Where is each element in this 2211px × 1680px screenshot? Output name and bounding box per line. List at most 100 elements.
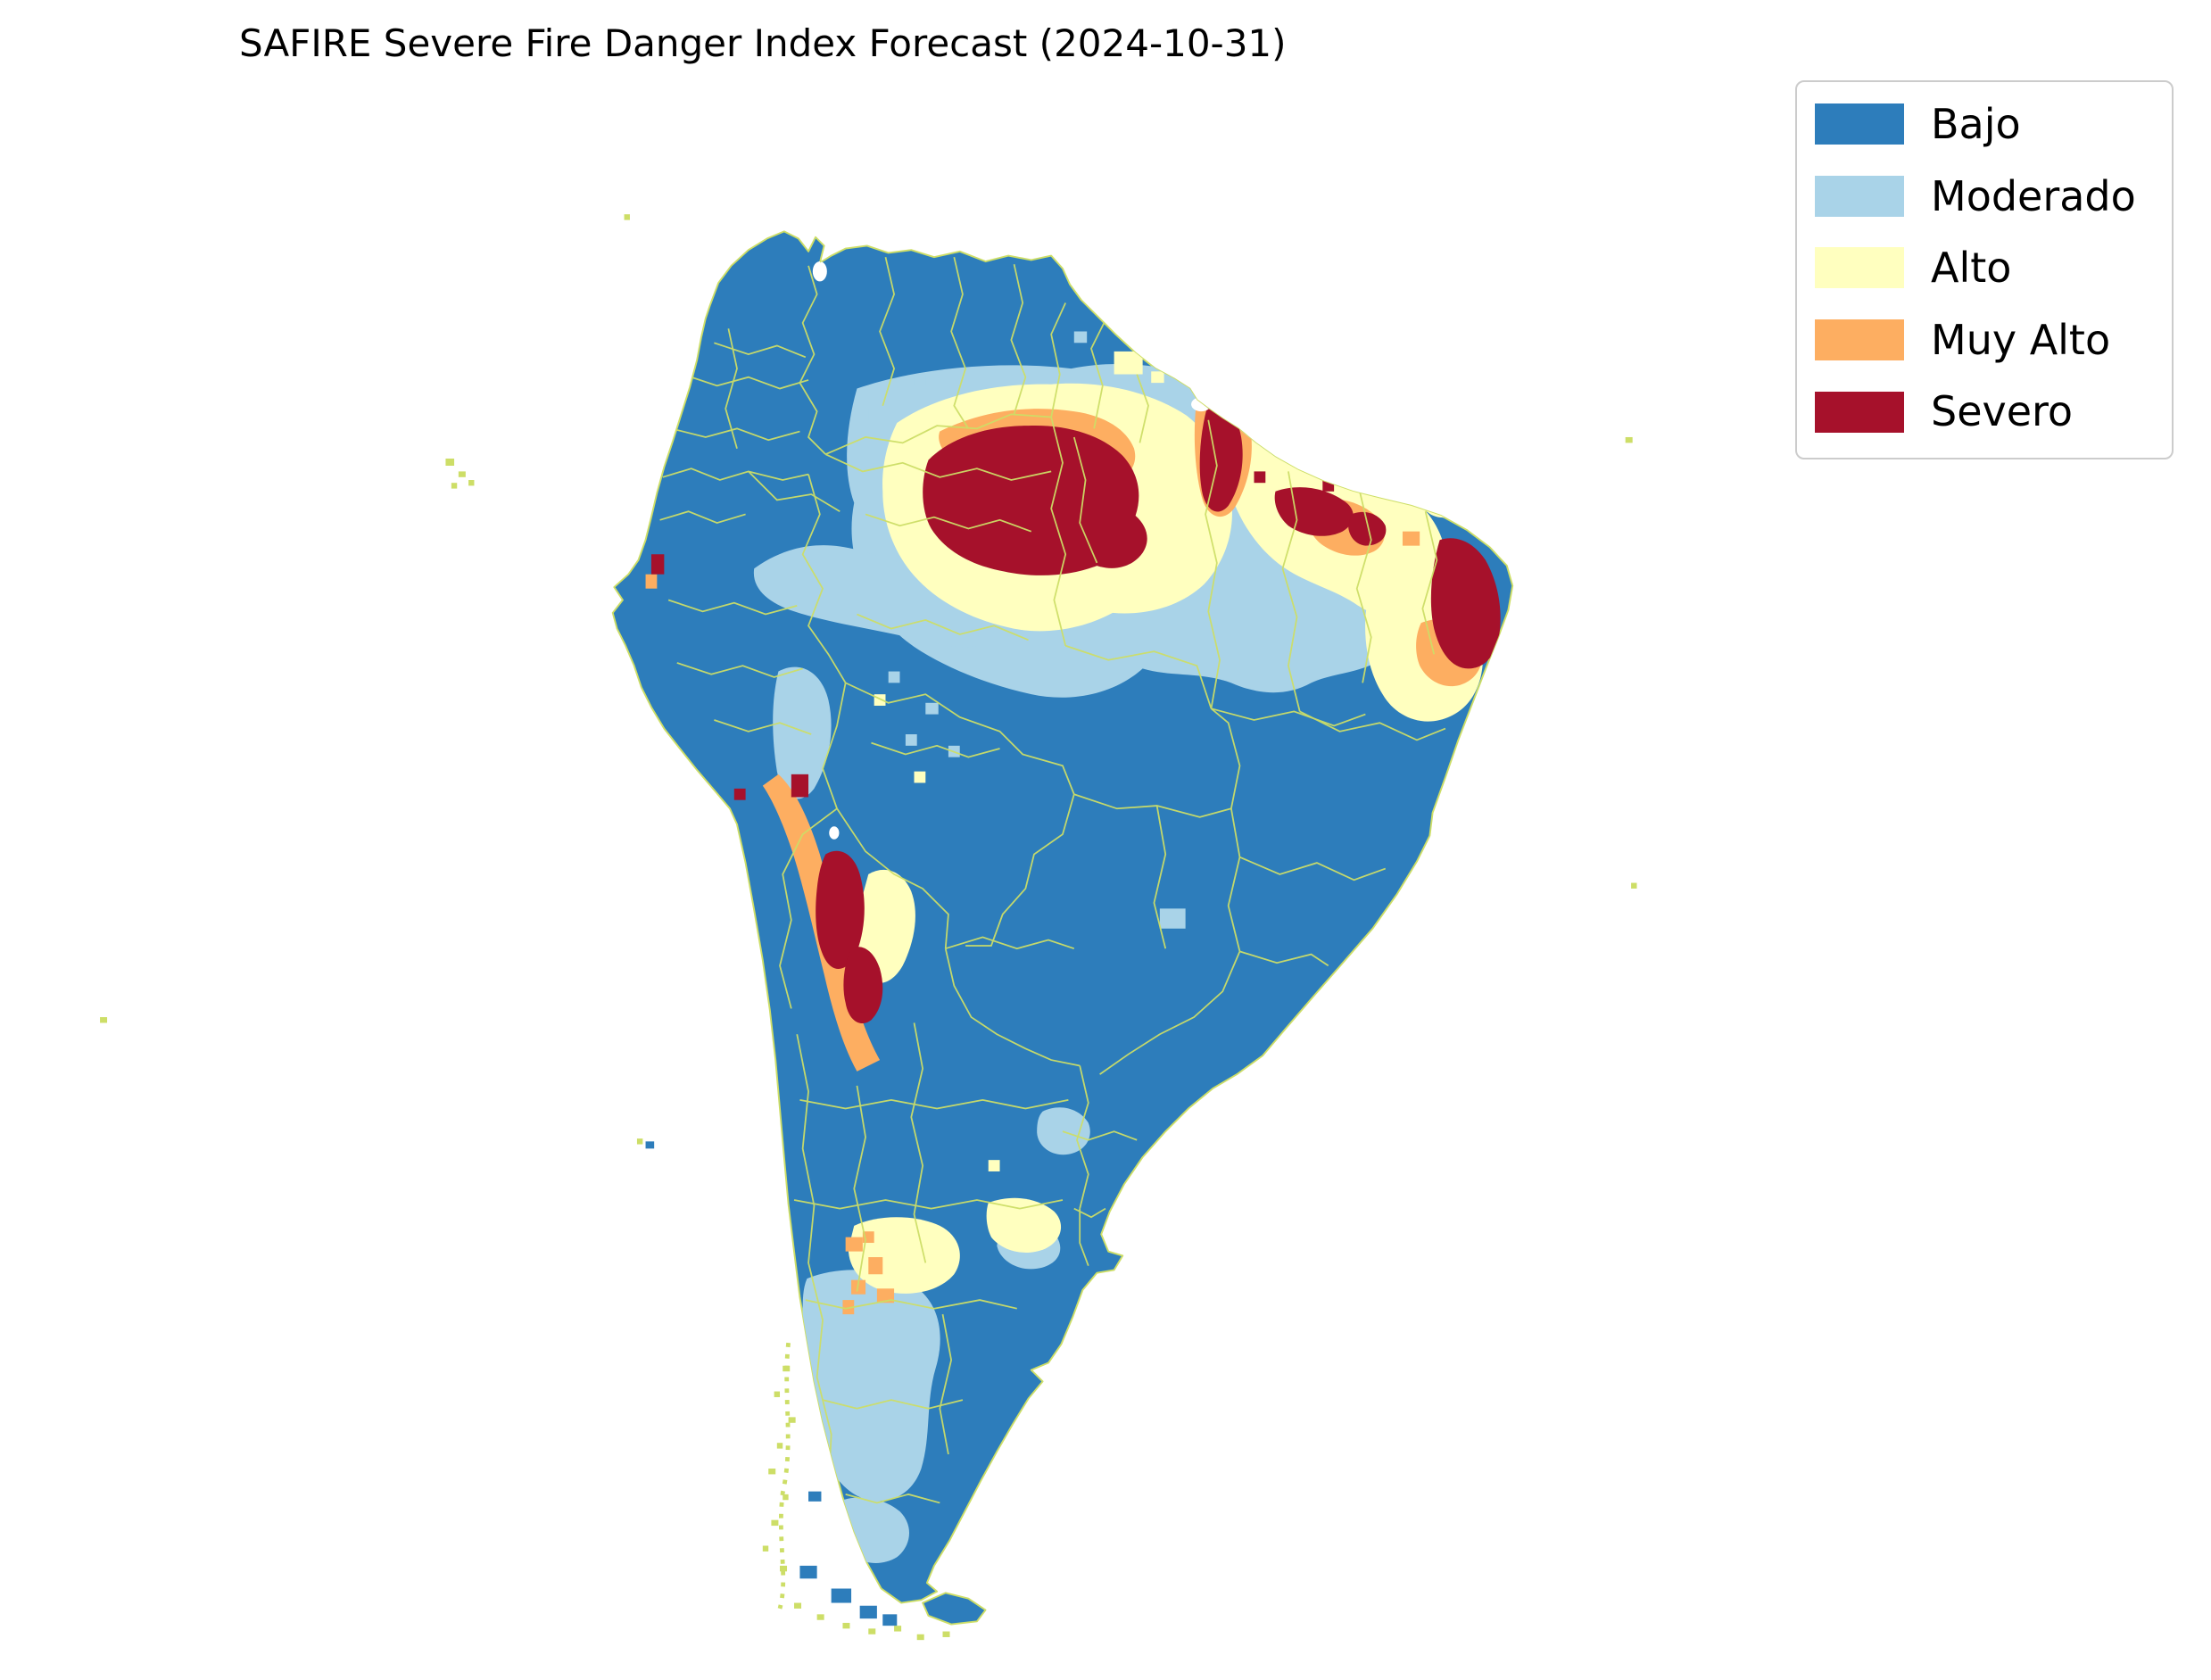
danger-region [923,426,1147,575]
admin-boundary-line [714,719,812,735]
legend-swatch-severo [1815,391,1904,433]
admin-boundary-line [857,613,1029,641]
raster-cell [868,408,881,420]
raster-cell [1254,471,1266,484]
amazon-mouth-gap [1191,397,1212,412]
admin-boundary-line [836,807,949,949]
swatch-color [1815,247,1904,289]
legend-label-moderado: Moderado [1931,171,2136,220]
admin-boundary-line [944,948,1081,1067]
danger-region [1159,908,1186,929]
island-speck [794,1602,802,1609]
admin-boundary-line [659,510,746,524]
islands [100,214,1637,1641]
danger-region [773,666,832,799]
island-chunk [808,1491,822,1502]
raster-cell [914,771,926,783]
raster-cell [876,1288,895,1303]
admin-boundary-line [1153,805,1167,949]
island-speck [1625,436,1633,443]
island-speck [842,1622,850,1629]
legend-label-muy-alto: Muy Alto [1931,315,2111,364]
island-chunk [859,1605,877,1619]
admin-boundary-line [682,373,809,390]
danger-region [1348,511,1387,546]
raster-cell [1202,360,1214,372]
admin-boundary-line [1064,644,1213,709]
island-speck [768,1469,776,1475]
raster-cell [1285,405,1299,418]
admin-boundary-line [1079,1208,1089,1266]
raster-cell [645,574,658,589]
swatch-color [1815,103,1904,145]
admin-boundary-line [793,1199,1064,1210]
admin-boundary-line [799,265,826,455]
admin-boundary-line [871,741,1000,758]
danger-region [753,545,995,648]
raster-cell [650,554,665,575]
admin-boundary-line [1050,302,1066,418]
swatch-color [1815,175,1904,217]
admin-boundary-line [1076,1065,1089,1209]
danger-region [986,1197,1062,1253]
island-specks-green [100,214,1637,1641]
admin-boundary-line [671,427,800,442]
admin-boundary-line [805,1299,1017,1310]
raster-cell [842,1300,855,1315]
raster-cell [988,1160,1000,1171]
legend-item-bajo: Bajo [1815,102,2136,147]
admin-boundary-line [1239,856,1387,881]
lake-titicaca [829,826,840,840]
island-speck [458,471,466,477]
raster-cell [925,702,939,715]
island-speck [100,1017,108,1023]
raster-cell [1151,371,1164,384]
admin-boundary-line [824,453,1052,481]
raster-cell [1445,459,1466,475]
island-speck [868,1628,876,1634]
legend-swatch-moderado [1815,175,1904,217]
admin-boundary-line [1072,436,1098,564]
danger-region [848,1217,960,1294]
raster-cell [791,774,809,798]
admin-boundary-line [1281,471,1301,712]
admin-boundary-line [945,936,1075,950]
danger-region [1430,538,1501,669]
admin-boundary-line [748,470,841,512]
danger-region [801,1270,940,1502]
legend-item-muy-alto: Muy Alto [1815,318,2136,363]
raster-cell [1073,331,1088,343]
admin-boundary-line [1210,708,1241,809]
admin-boundary-line [676,662,803,678]
raster-cell [1485,531,1497,545]
raster-cell [1251,397,1263,409]
admin-boundary-line [1050,417,1067,646]
admin-boundary-line [822,683,847,809]
swatch-color [1815,391,1904,433]
island-speck [942,1631,950,1637]
admin-boundary-line [824,413,1052,455]
island-speck [771,1519,779,1527]
admin-boundaries [659,257,1446,1586]
admin-boundary-line [1136,374,1149,443]
island-speck [445,458,455,466]
legend-item-alto: Alto [1815,245,2136,291]
admin-boundary-line [1355,491,1372,683]
page-title: SAFIRE Severe Fire Danger Index Forecast… [239,21,1287,65]
admin-boundary-line [965,794,1075,947]
danger-region [843,947,883,1024]
raster-cell [845,1237,863,1252]
admin-boundary-line [725,328,738,450]
island-speck [762,1545,769,1552]
island-speck [916,1634,924,1641]
danger-region [816,850,865,970]
island-speck [894,1626,902,1632]
legend-swatch-bajo [1815,103,1904,145]
island-chunk [882,1614,898,1626]
admin-boundary-line [662,468,809,481]
legend: Bajo Moderado Alto Muy Alto Severo [1795,80,2174,459]
admin-boundary-line [845,1493,940,1504]
legend-label-bajo: Bajo [1931,100,2021,148]
legend-label-alto: Alto [1931,244,2012,293]
